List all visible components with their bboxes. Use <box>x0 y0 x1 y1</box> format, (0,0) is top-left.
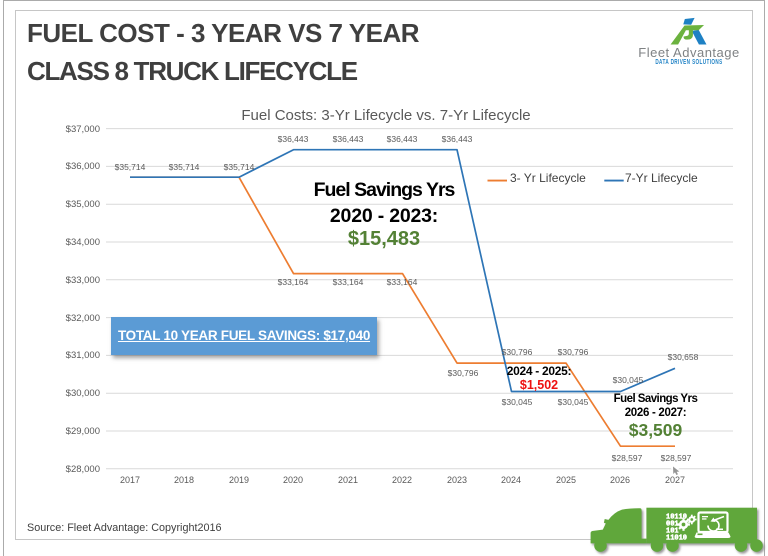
svg-text:101: 101 <box>666 528 679 536</box>
svg-text:001: 001 <box>666 521 679 529</box>
svg-text:001: 001 <box>666 521 679 529</box>
svg-text:101: 101 <box>666 528 679 536</box>
svg-text:11010: 11010 <box>666 535 687 543</box>
svg-text:10110: 10110 <box>666 514 687 522</box>
svg-text:11010: 11010 <box>666 535 687 543</box>
svg-text:10110: 10110 <box>666 514 687 522</box>
